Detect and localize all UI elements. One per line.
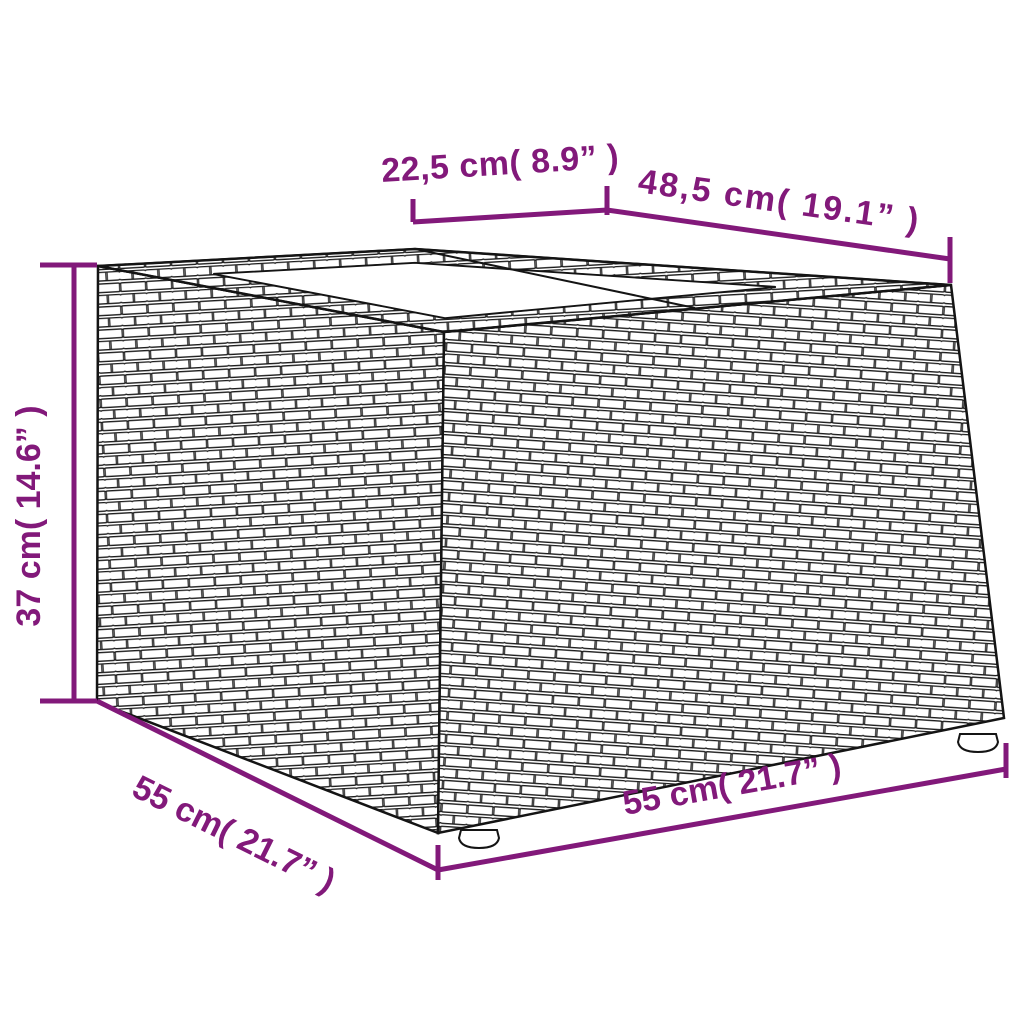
svg-text:37 cm( 14.6” ): 37 cm( 14.6” ) xyxy=(10,405,48,626)
